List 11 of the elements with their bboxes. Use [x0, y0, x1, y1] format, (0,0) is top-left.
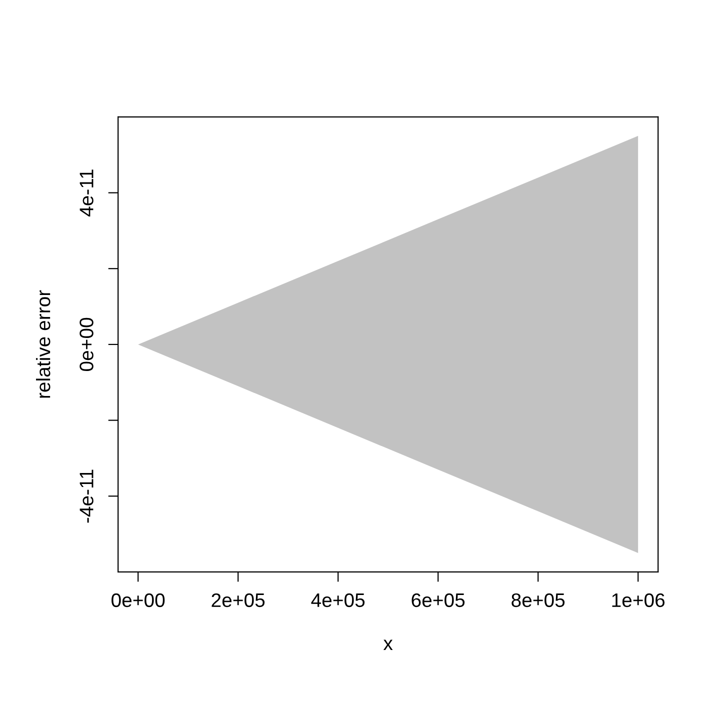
- y-tick-label: 0e+00: [80, 318, 94, 371]
- x-tick-label: 6e+05: [412, 593, 465, 608]
- x-axis-title: x: [383, 640, 393, 650]
- y-tick-label: 4e-11: [80, 170, 94, 216]
- x-tick-label: 1e+06: [612, 593, 665, 608]
- x-tick-label: 0e+00: [112, 593, 165, 608]
- y-tick-label: -4e-11: [80, 470, 94, 523]
- x-tick-label: 4e+05: [311, 593, 365, 608]
- x-tick-label: 2e+05: [212, 593, 265, 608]
- y-axis-title: relative error: [36, 290, 50, 398]
- x-tick-label: 8e+05: [512, 593, 565, 608]
